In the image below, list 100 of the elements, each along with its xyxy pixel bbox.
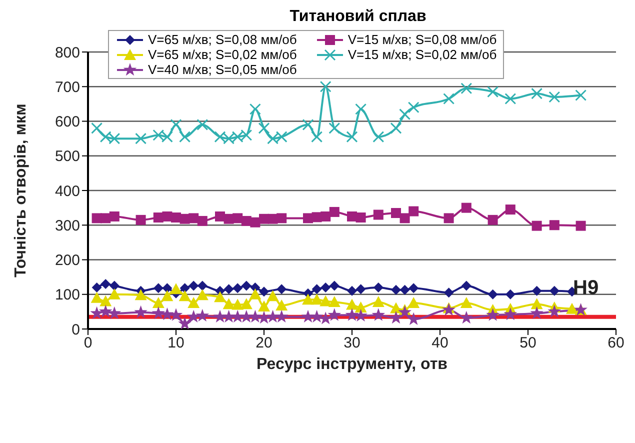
point (408, 283, 419, 294)
point (248, 310, 262, 323)
point (160, 307, 174, 320)
point (90, 306, 104, 320)
point (505, 204, 516, 215)
point (389, 310, 403, 324)
point (531, 88, 543, 100)
point (303, 213, 313, 224)
point (109, 280, 120, 291)
point (152, 306, 166, 320)
point (153, 283, 164, 294)
point (347, 286, 357, 296)
chart-title: Титановий сплав (288, 8, 428, 26)
point (329, 206, 340, 217)
y-tick-label: 100 (54, 286, 80, 304)
point (259, 286, 269, 297)
point (488, 289, 498, 300)
point (98, 304, 112, 318)
point (240, 298, 252, 310)
point (134, 289, 147, 300)
point (532, 220, 542, 231)
point (549, 220, 560, 230)
point (345, 308, 359, 321)
point (222, 310, 236, 323)
point (197, 216, 208, 226)
x-tick-label: 50 (520, 334, 536, 352)
point (213, 310, 227, 323)
point (170, 283, 182, 294)
point (214, 291, 226, 302)
x-tick-label: 30 (344, 334, 360, 352)
point (355, 103, 367, 115)
point (179, 131, 191, 143)
point (486, 308, 500, 321)
point (460, 297, 472, 308)
point (230, 310, 244, 323)
point (92, 282, 102, 292)
point (302, 294, 314, 305)
point (301, 310, 315, 323)
point (196, 118, 208, 130)
point (329, 280, 340, 291)
legend-label: V=15 м/хв; S=0,08 мм/об (348, 32, 497, 47)
point (196, 289, 208, 300)
point (276, 284, 287, 294)
point (398, 305, 412, 318)
point (276, 299, 288, 310)
point (505, 289, 516, 300)
point (487, 86, 499, 98)
point (91, 122, 103, 134)
point (135, 132, 147, 144)
point (504, 92, 516, 104)
point (406, 312, 420, 325)
point (320, 80, 332, 92)
point (391, 284, 401, 295)
point (136, 214, 146, 225)
point (356, 212, 366, 223)
point (328, 296, 340, 307)
point (188, 280, 199, 291)
point (548, 91, 560, 103)
y-tick-label: 400 (54, 182, 80, 200)
point (232, 283, 243, 294)
point (443, 92, 455, 104)
point (178, 290, 191, 302)
point (576, 220, 586, 231)
point (318, 312, 332, 324)
point (249, 288, 262, 300)
point (390, 122, 402, 134)
point (530, 298, 543, 310)
point (444, 288, 454, 298)
x-axis-title: Ресурс інструменту, отв (256, 356, 448, 373)
point (170, 118, 182, 130)
x-tick-label: 0 (84, 334, 92, 352)
point (442, 302, 456, 316)
point (372, 131, 384, 143)
point (100, 295, 112, 306)
x-tick-label: 60 (608, 334, 624, 352)
point (408, 102, 420, 114)
point (215, 211, 225, 222)
point (408, 206, 419, 216)
point (354, 302, 367, 313)
point (372, 308, 386, 321)
point (399, 108, 411, 120)
point (258, 122, 270, 134)
legend-label: V=15 м/хв; S=0,02 мм/об (348, 47, 497, 62)
point (328, 122, 340, 134)
point (320, 282, 331, 292)
point (530, 306, 544, 320)
point (548, 304, 562, 318)
point (266, 290, 279, 302)
point (224, 284, 234, 294)
y-tick-label: 300 (54, 217, 80, 234)
point (310, 310, 324, 323)
point (196, 308, 210, 322)
point (249, 103, 261, 115)
point (109, 211, 120, 222)
point (240, 310, 254, 323)
x-tick-label: 20 (256, 334, 272, 352)
point (532, 286, 542, 296)
point (504, 307, 518, 320)
point (258, 300, 270, 312)
y-tick-label: 0 (72, 321, 80, 338)
